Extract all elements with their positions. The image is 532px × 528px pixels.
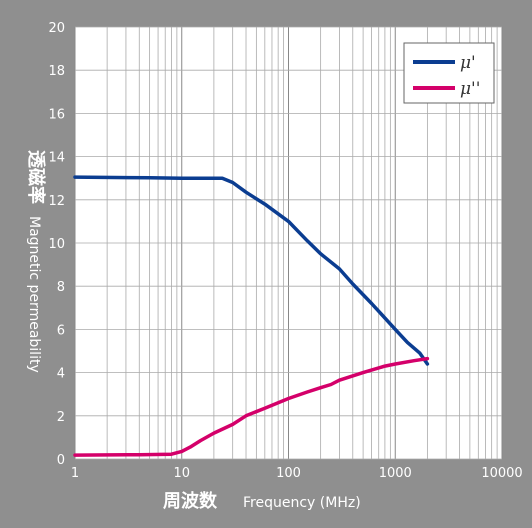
y-tick-label: 16 bbox=[48, 107, 65, 122]
series-line-0 bbox=[73, 175, 430, 366]
legend-box bbox=[403, 42, 495, 104]
y-tick-label: 4 bbox=[57, 367, 65, 382]
y-axis-label-en: Magnetic permeability bbox=[26, 216, 42, 373]
x-tick-label: 1 bbox=[71, 466, 79, 481]
y-tick-labels: 0 2 4 6 8 10 12 14 16 18 20 bbox=[48, 21, 65, 468]
x-axis-label-en: Frequency (MHz) bbox=[243, 495, 361, 511]
y-tick-label: 14 bbox=[48, 151, 65, 166]
x-tick-label: 10000 bbox=[481, 466, 522, 481]
legend-label-mu-prime: μ' bbox=[460, 53, 476, 73]
y-axis-label: 透磁率 Magnetic permeability bbox=[25, 150, 47, 373]
y-tick-label: 20 bbox=[48, 21, 65, 36]
y-tick-label: 12 bbox=[48, 194, 65, 209]
y-tick-label: 18 bbox=[48, 64, 65, 79]
y-axis-label-cn: 透磁率 bbox=[25, 150, 47, 204]
legend-label-mu-double-prime: μ'' bbox=[460, 79, 480, 99]
y-tick-label: 6 bbox=[57, 323, 65, 338]
x-tick-label: 100 bbox=[276, 466, 301, 481]
y-tick-label: 0 bbox=[57, 453, 65, 468]
y-tick-label: 2 bbox=[57, 410, 65, 425]
x-tick-labels: 1 10 100 1000 10000 bbox=[71, 466, 523, 481]
y-tick-label: 8 bbox=[57, 280, 65, 295]
series-line-1 bbox=[73, 356, 430, 457]
y-tick-label: 10 bbox=[48, 237, 65, 252]
legend: μ' μ'' bbox=[403, 42, 495, 104]
x-tick-label: 10 bbox=[173, 466, 190, 481]
x-tick-label: 1000 bbox=[379, 466, 412, 481]
x-axis-label-cn: 周波数 bbox=[163, 490, 218, 512]
series-lines bbox=[73, 175, 430, 457]
